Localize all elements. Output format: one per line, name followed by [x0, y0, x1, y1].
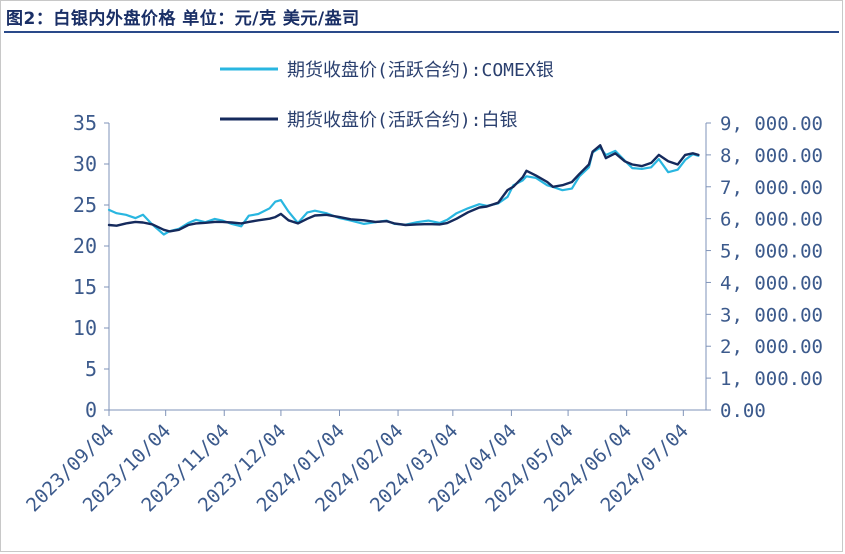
left-tick-label: 20 — [73, 234, 97, 258]
series-line-2 — [107, 144, 700, 233]
left-tick-label: 35 — [73, 111, 97, 135]
right-tick-label: 2, 000.00 — [720, 336, 823, 358]
left-tick-label: 10 — [73, 316, 97, 340]
right-tick-label: 1, 000.00 — [720, 368, 823, 390]
right-tick-label: 4, 000.00 — [720, 272, 823, 294]
series-line-1 — [107, 146, 700, 236]
title-underline — [4, 31, 839, 33]
right-tick-label: 7, 000.00 — [720, 177, 823, 199]
right-tick-label: 3, 000.00 — [720, 304, 823, 326]
right-tick-label: 0.00 — [720, 400, 766, 422]
left-tick-label: 30 — [73, 152, 97, 176]
right-tick-label: 9, 000.00 — [720, 113, 823, 135]
left-tick-label: 25 — [73, 193, 97, 217]
left-tick-label: 5 — [85, 357, 97, 381]
left-tick-label: 15 — [73, 275, 97, 299]
right-tick-label: 5, 000.00 — [720, 241, 823, 263]
legend-label-2: 期货收盘价(活跃合约):白银 — [287, 110, 518, 131]
chart-title: 图2：白银内外盘价格 单位：元/克 美元/盎司 — [6, 9, 360, 29]
right-tick-label: 6, 000.00 — [720, 209, 823, 231]
legend-label-1: 期货收盘价(活跃合约):COMEX银 — [287, 60, 554, 81]
right-tick-label: 8, 000.00 — [720, 145, 823, 167]
left-tick-label: 0 — [85, 398, 97, 422]
